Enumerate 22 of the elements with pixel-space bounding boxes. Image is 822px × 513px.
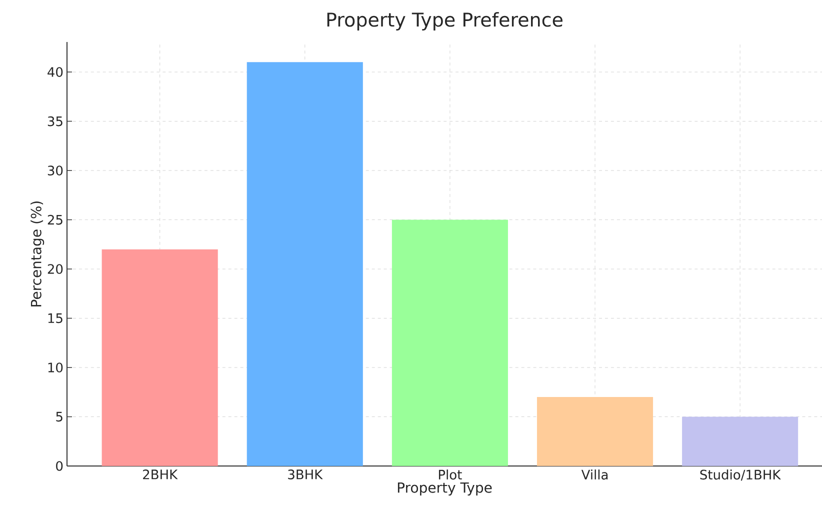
y-tick-label: 0: [56, 461, 63, 471]
y-tick-label: 30: [48, 166, 63, 176]
y-tick-label: 20: [48, 264, 63, 274]
y-tick-label: 25: [48, 214, 62, 225]
x-tick-label: Villa: [581, 470, 608, 480]
x-tick-label: 3BHK: [288, 470, 323, 480]
y-tick-label: 35: [48, 116, 62, 126]
y-tick-label: 15: [48, 313, 62, 324]
chart-title: Property Type Preference: [327, 12, 562, 30]
y-tick-label: 5: [56, 412, 62, 422]
y-axis-title: Percentage (%): [30, 201, 44, 306]
bar: [102, 249, 218, 466]
x-tick-label: Studio/1BHK: [700, 470, 781, 481]
bar: [536, 397, 654, 466]
y-tick-label: 40: [48, 67, 63, 77]
x-axis-title: Property Type: [398, 482, 492, 496]
y-tick-label: 10: [48, 362, 63, 372]
bar: [392, 220, 508, 466]
x-tick-label: 2BHK: [143, 470, 178, 480]
x-tick-label: Plot: [438, 470, 462, 480]
bar: [246, 62, 363, 466]
bar: [682, 416, 798, 466]
